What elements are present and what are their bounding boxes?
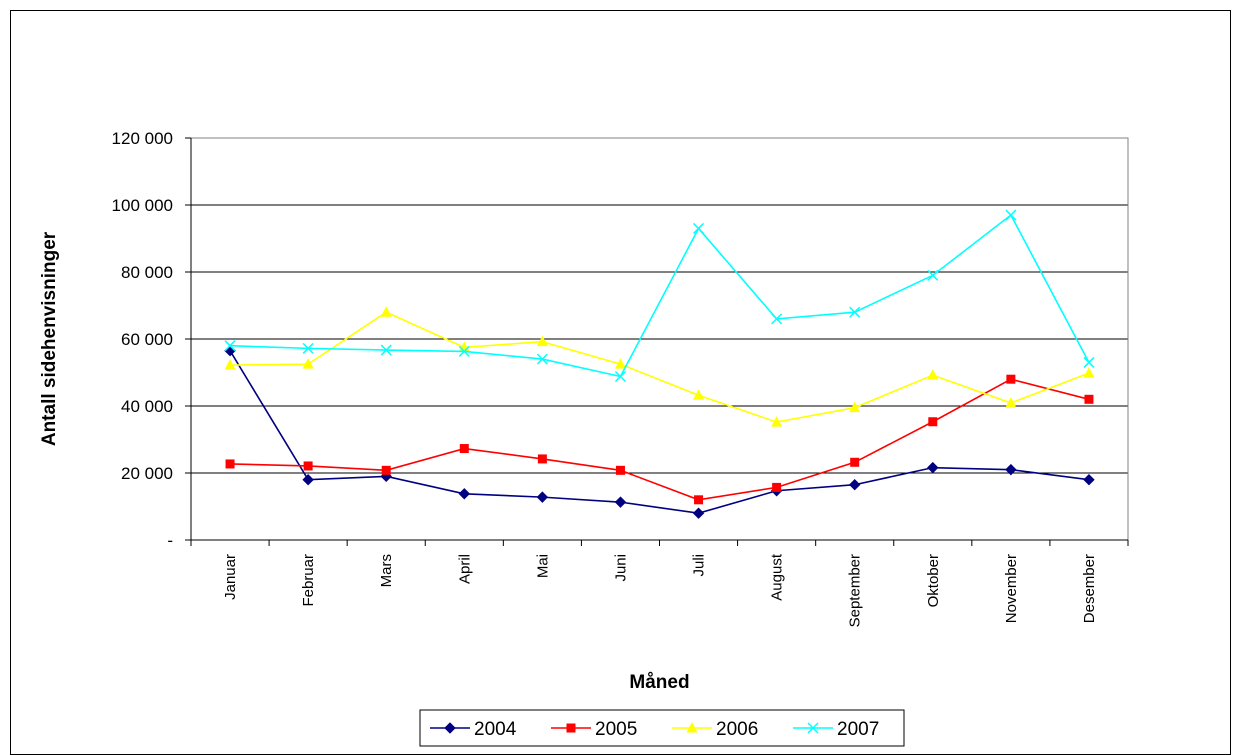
y-tick-label: 120 000 (112, 129, 173, 148)
data-point-x (807, 722, 819, 734)
data-point-x (927, 269, 939, 281)
x-tick-label: Juli (691, 554, 708, 577)
y-tick-labels: - 20 000 40 000 60 000 80 000 100 000 120 000 (112, 129, 173, 550)
data-point-diamond (692, 507, 705, 519)
data-point-x (849, 306, 861, 318)
data-point-square (694, 495, 704, 505)
series-layer (224, 209, 1095, 519)
legend-label: 2005 (595, 719, 637, 740)
series-2006 (224, 306, 1095, 427)
data-point-diamond (224, 345, 236, 357)
data-point-diamond (927, 461, 939, 474)
data-point-diamond (849, 479, 861, 491)
series-line-2006 (230, 311, 1090, 423)
y-axis-title: Antall sidehenvisninger (39, 231, 60, 446)
x-tick-label: Januar (222, 554, 239, 600)
data-point-x (771, 313, 783, 325)
x-tick-label: August (769, 553, 786, 601)
legend-label: 2006 (716, 719, 758, 740)
data-point-x (224, 340, 236, 352)
data-point-x (693, 222, 705, 234)
data-point-triangle (771, 416, 783, 427)
data-point-x (1005, 209, 1017, 221)
data-point-x (380, 344, 392, 356)
legend-item-2005: 2005 (551, 719, 637, 740)
y-tick-label: 100 000 (112, 196, 173, 215)
legend-item-2006: 2006 (672, 719, 758, 740)
data-point-square (1084, 394, 1094, 404)
data-point-x (1083, 356, 1095, 368)
data-point-x (614, 370, 626, 383)
x-tick-label: Desember (1081, 554, 1098, 623)
x-tick-label: September (847, 554, 864, 627)
data-point-diamond (444, 722, 456, 734)
data-point-square (381, 465, 391, 475)
data-point-triangle (380, 306, 392, 317)
data-point-triangle (1083, 367, 1095, 378)
y-tick-label: - (167, 531, 173, 550)
x-tick-label: Juni (612, 554, 629, 582)
data-point-square (459, 444, 469, 454)
y-tick-label: 80 000 (121, 263, 173, 282)
data-point-square (566, 723, 576, 733)
data-point-square (772, 482, 782, 492)
legend-item-2004: 2004 (430, 719, 517, 740)
chart-frame (10, 10, 1231, 755)
data-point-square (1006, 374, 1016, 384)
axes (185, 137, 1129, 546)
data-point-diamond (458, 488, 470, 500)
data-point-square (225, 459, 235, 469)
data-point-square (928, 417, 938, 427)
data-point-square (615, 465, 625, 475)
x-tick-label: Mars (378, 554, 395, 587)
y-tick-label: 40 000 (121, 397, 173, 416)
data-point-triangle (224, 359, 236, 370)
data-point-diamond (1083, 473, 1095, 486)
data-point-square (537, 454, 547, 464)
legend-label: 2004 (474, 719, 517, 740)
series-2005 (225, 374, 1094, 505)
x-axis-title: Måned (629, 672, 689, 693)
data-point-triangle (536, 335, 548, 347)
legend-label: 2007 (837, 719, 879, 740)
data-point-triangle (927, 369, 939, 380)
series-line-2007 (230, 213, 1090, 378)
y-tick-label: 20 000 (121, 464, 173, 483)
x-tick-label: April (456, 554, 473, 584)
data-point-triangle (693, 389, 705, 400)
data-point-square (303, 461, 313, 471)
legend: 2004 2005 2006 2007 (419, 709, 905, 747)
data-point-square (850, 457, 860, 467)
series-2007 (224, 209, 1095, 383)
y-tick-label: 60 000 (121, 330, 173, 349)
data-point-x (302, 342, 314, 354)
x-tick-label: November (1003, 554, 1020, 623)
data-point-x (536, 353, 548, 365)
data-point-triangle (686, 722, 698, 733)
legend-item-2007: 2007 (793, 719, 879, 740)
data-point-triangle (849, 401, 861, 413)
data-point-triangle (302, 358, 314, 369)
x-tick-label: Februar (300, 554, 317, 607)
data-point-diamond (302, 473, 314, 486)
data-point-x (458, 345, 470, 357)
data-point-diamond (536, 491, 549, 503)
x-tick-label: Mai (534, 554, 551, 578)
data-point-triangle (614, 358, 626, 369)
x-tick-labels: Januar Februar Mars April Mai Juni Juli August S… (222, 553, 1098, 627)
series-2004 (224, 345, 1095, 519)
series-line-2004 (229, 350, 1090, 515)
data-point-diamond (614, 496, 627, 508)
series-line-2005 (230, 378, 1090, 501)
data-point-diamond (1005, 463, 1017, 476)
gridlines (191, 137, 1128, 474)
data-point-triangle (1005, 396, 1017, 408)
x-tick-label: Oktober (925, 554, 942, 607)
